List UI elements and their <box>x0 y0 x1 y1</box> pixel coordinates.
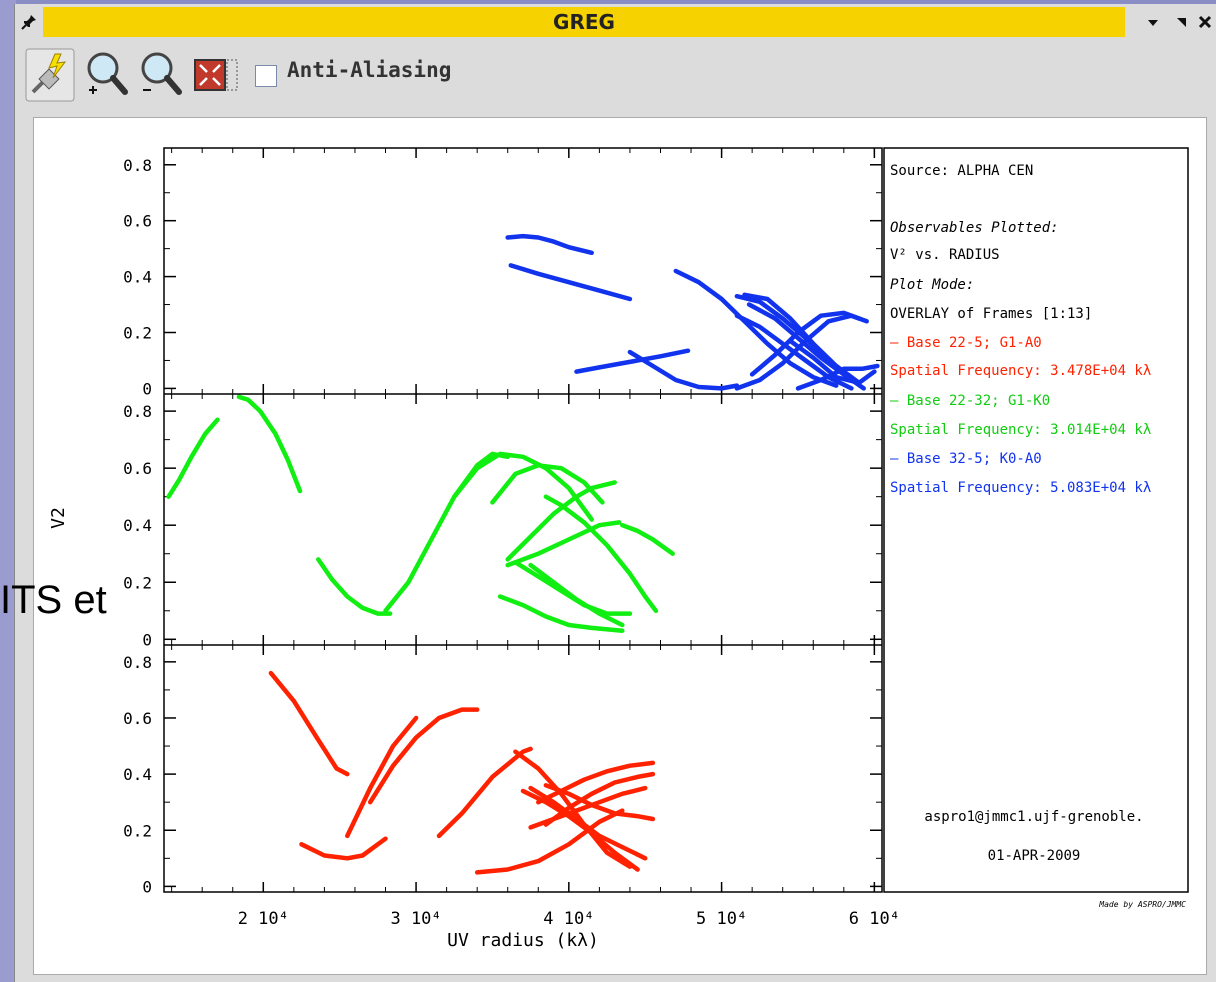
red-series-line <box>367 707 480 805</box>
plot-frame <box>163 147 883 893</box>
blue-series-line <box>505 233 594 256</box>
legend-line: Spatial Frequency: 3.014E+04 kλ <box>890 422 1151 438</box>
background-text: ITS et <box>0 578 107 622</box>
window-title: GREG <box>553 10 615 34</box>
y-tick-label: 0.8 <box>123 653 152 672</box>
legend-box <box>883 147 1189 893</box>
title-bar[interactable]: GREG <box>15 4 1216 40</box>
y-tick-label: 0.8 <box>123 156 152 175</box>
legend-line: Observables Plotted: <box>890 220 1059 236</box>
x-tick-label: 6 10⁴ <box>849 909 900 929</box>
red-series-line <box>513 749 633 869</box>
blue-series-line <box>746 302 866 391</box>
y-axis-label: V2 <box>48 507 69 529</box>
uv-radius-chart: 0 0.2 0.4 0.6 0.8 0 0.2 0.4 0.6 0.8 0 0.2 0.4 0.6 0.8 2… <box>48 147 1189 951</box>
x-tick-label: 2 10⁴ <box>238 909 289 929</box>
plot-area: 0 0.2 0.4 0.6 0.8 0 0.2 0.4 0.6 0.8 0 0.2 0.4 0.6 0.8 2… <box>33 117 1207 975</box>
green-series-line <box>620 522 675 556</box>
antialiasing-checkbox[interactable] <box>255 65 277 87</box>
zoom-out-icon[interactable] <box>135 48 185 102</box>
blue-series-line <box>508 263 633 302</box>
red-series-line <box>543 771 656 827</box>
blue-series-line <box>795 363 880 391</box>
green-series-line <box>543 494 659 614</box>
lightning-plug-icon[interactable] <box>25 48 75 102</box>
close-icon[interactable] <box>1193 10 1216 34</box>
red-series-line <box>268 670 350 777</box>
legend-line: — Base 22-5; G1-A0 <box>890 335 1042 351</box>
legend-footer-email: aspro1@jmmc1.ujf-grenoble. <box>924 809 1143 825</box>
legend-line: — Base 22-32; G1-K0 <box>890 393 1050 409</box>
maximize-icon[interactable] <box>1169 10 1193 34</box>
blue-series-line <box>788 338 877 386</box>
antialiasing-label: Anti-Aliasing <box>287 58 452 82</box>
zoom-in-icon[interactable] <box>81 48 131 102</box>
red-series-line <box>536 760 656 805</box>
pin-icon[interactable] <box>17 10 41 34</box>
y-tick-label: 0.6 <box>123 212 152 231</box>
minimize-icon[interactable] <box>1141 10 1165 34</box>
blue-series-line <box>574 348 691 374</box>
blue-series-line <box>673 268 839 388</box>
desktop-background <box>0 0 16 982</box>
green-series-line <box>452 451 594 522</box>
toolbar: Anti-Aliasing <box>15 40 1216 110</box>
red-series-line <box>436 746 533 839</box>
legend-footer-date: 01-APR-2009 <box>988 848 1081 864</box>
y-tick-label: 0 <box>142 877 152 896</box>
legend-line: Spatial Frequency: 5.083E+04 kλ <box>890 480 1151 496</box>
title-highlight <box>43 7 1125 37</box>
green-series-line <box>490 463 605 505</box>
red-series-line <box>528 785 648 830</box>
red-series-line <box>474 808 625 875</box>
y-tick-label: 0.2 <box>123 821 152 840</box>
y-tick-label: 0.6 <box>123 709 152 728</box>
green-series-line <box>497 594 625 633</box>
red-series-line <box>345 715 419 839</box>
y-tick-label: 0.4 <box>123 765 152 784</box>
red-series-line <box>543 783 656 822</box>
x-axis-label: UV radius (kλ) <box>447 930 599 951</box>
legend-line: Source: ALPHA CEN <box>890 163 1033 179</box>
x-tick-label: 5 10⁴ <box>696 909 747 929</box>
legend-line: Spatial Frequency: 3.478E+04 kλ <box>890 363 1151 379</box>
green-series-line <box>513 560 633 616</box>
green-series-line <box>236 394 303 494</box>
y-tick-label: 0.8 <box>123 402 152 421</box>
green-series-line <box>166 417 220 499</box>
y-tick-label: 0.4 <box>123 268 152 287</box>
y-tick-label: 0.6 <box>123 459 152 478</box>
red-series-line <box>520 788 640 872</box>
x-tick-label: 4 10⁴ <box>543 909 594 929</box>
green-series-line <box>528 562 625 628</box>
legend-line: — Base 32-5; K0-A0 <box>890 451 1042 467</box>
red-series-line <box>299 836 388 861</box>
x-tick-label: 3 10⁴ <box>390 909 441 929</box>
green-series-line <box>316 557 393 616</box>
y-tick-label: 0 <box>142 379 152 398</box>
y-tick-label: 0.4 <box>123 516 152 535</box>
y-tick-label: 0.2 <box>123 573 152 592</box>
legend-credit: Made by ASPRO/JMMC <box>1098 900 1186 909</box>
legend-line: V² vs. RADIUS <box>890 247 1000 263</box>
green-series-line <box>505 520 622 568</box>
greg-window: GREG <box>14 4 1216 982</box>
green-series-line <box>505 480 617 562</box>
fit-to-window-icon[interactable] <box>191 48 241 102</box>
blue-series-line <box>749 310 862 377</box>
legend-line: Plot Mode: <box>890 277 974 293</box>
y-tick-label: 0.2 <box>123 324 152 343</box>
green-series-line <box>383 451 510 614</box>
y-tick-label: 0 <box>142 630 152 649</box>
blue-series-line <box>627 349 740 391</box>
legend-line: OVERLAY of Frames [1:13] <box>890 306 1092 322</box>
